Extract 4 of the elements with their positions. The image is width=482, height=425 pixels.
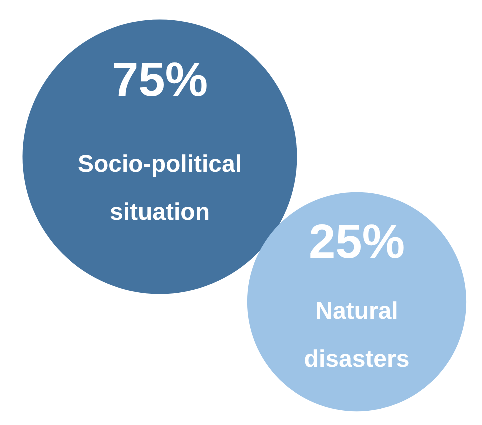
data-label: 75% bbox=[112, 54, 208, 107]
data-label: 25% bbox=[308, 216, 406, 269]
category-label: Socio-political situation bbox=[78, 151, 242, 226]
category-label: Natural disasters bbox=[304, 298, 410, 373]
